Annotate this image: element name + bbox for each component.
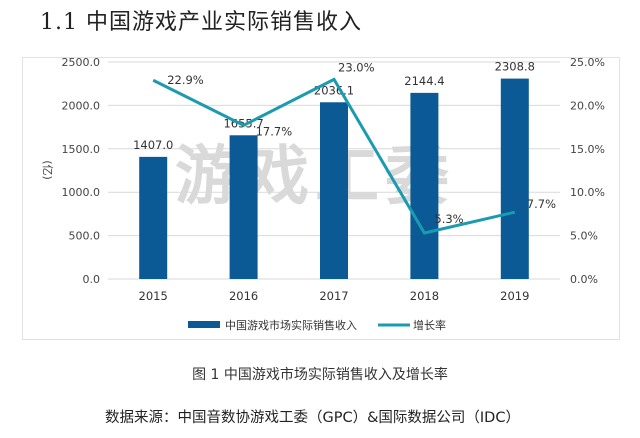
chart-frame xyxy=(22,57,620,340)
bar xyxy=(500,78,529,279)
y2-tick-label: 15.0% xyxy=(570,143,605,156)
legend-label-bar: 中国游戏市场实际销售收入 xyxy=(225,318,357,332)
bar-data-label: 1407.0 xyxy=(133,138,173,152)
line-data-label: 22.9% xyxy=(167,73,204,87)
bar xyxy=(320,102,348,280)
line-data-label: 5.3% xyxy=(434,212,463,226)
x-tick-label: 2016 xyxy=(229,289,258,303)
bar-data-label: 2144.4 xyxy=(404,74,444,88)
line-data-label: 17.7% xyxy=(256,124,293,138)
line-data-label: 7.7% xyxy=(527,197,556,211)
y-tick-label: 2000.0 xyxy=(62,99,101,112)
y-tick-label: 1000.0 xyxy=(62,186,101,199)
y2-tick-label: 0.0% xyxy=(570,273,598,286)
data-source: 数据来源：中国音数协游戏工委（GPC）&国际数据公司（IDC） xyxy=(105,410,520,426)
legend-label-line: 增长率 xyxy=(413,318,446,332)
bar xyxy=(410,92,439,279)
y2-tick-label: 25.0% xyxy=(570,56,605,69)
y-tick-label: 0.0 xyxy=(83,273,101,286)
y-axis-label: (亿) xyxy=(41,160,54,180)
watermark: 游戏工委 xyxy=(175,140,455,214)
y-tick-label: 1500.0 xyxy=(62,143,101,156)
legend-swatch-bar xyxy=(188,321,220,328)
bar xyxy=(139,156,168,279)
bar-data-label: 2308.8 xyxy=(495,60,535,74)
growth-line xyxy=(152,77,516,235)
y2-tick-label: 20.0% xyxy=(570,99,605,112)
line-data-label: 23.0% xyxy=(338,60,375,74)
x-tick-label: 2015 xyxy=(139,289,168,303)
x-tick-label: 2017 xyxy=(319,289,348,303)
y2-tick-label: 5.0% xyxy=(570,230,598,243)
page-title: 1.1 中国游戏产业实际销售收入 xyxy=(40,10,362,35)
x-tick-label: 2019 xyxy=(500,289,529,303)
x-tick-label: 2018 xyxy=(410,289,439,303)
y-tick-label: 500.0 xyxy=(69,230,101,243)
y2-tick-label: 10.0% xyxy=(570,186,605,199)
bar xyxy=(229,135,258,279)
figure-caption: 图 1 中国游戏市场实际销售收入及增长率 xyxy=(192,367,448,383)
y-tick-label: 2500.0 xyxy=(62,56,101,69)
